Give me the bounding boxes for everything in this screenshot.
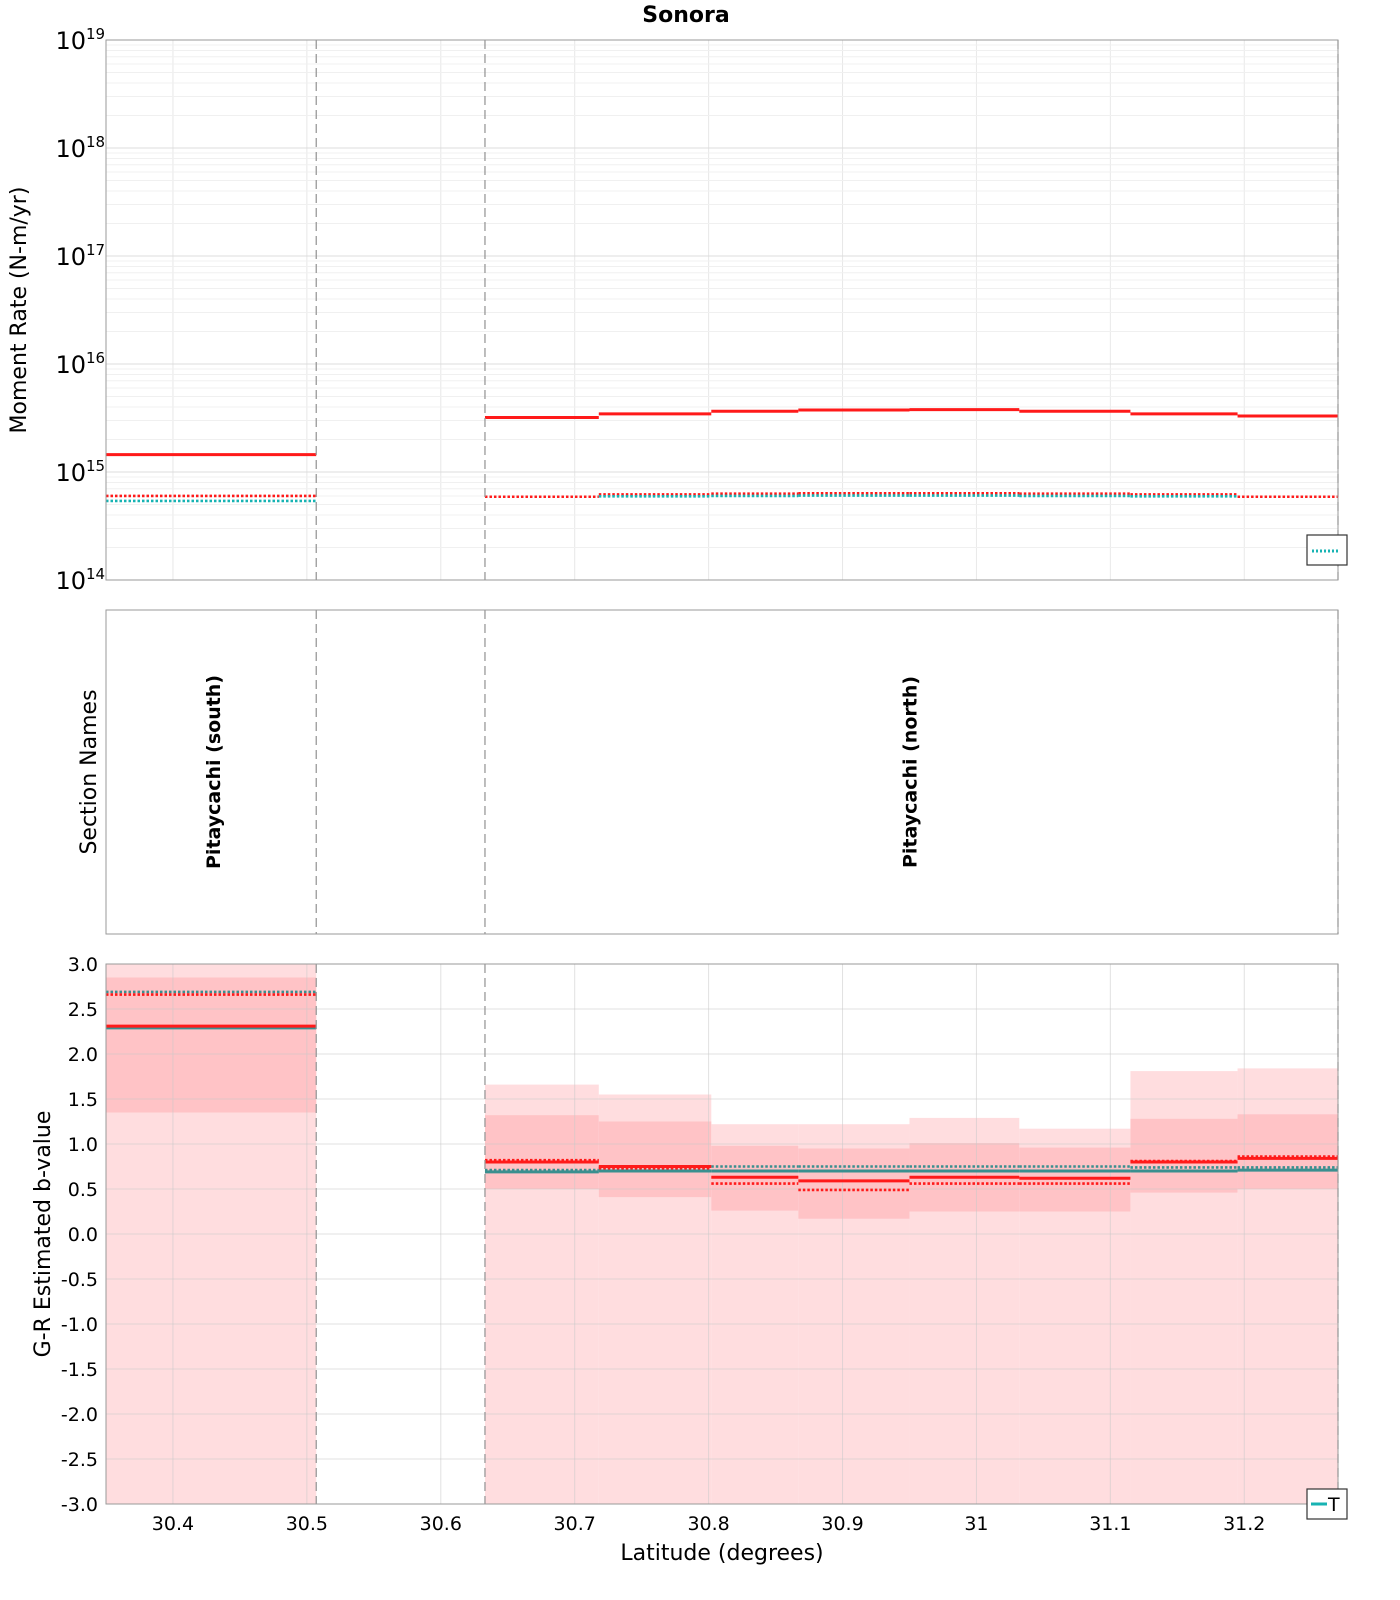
y-tick-label: 10 [55, 27, 86, 55]
x-axis-label: Latitude (degrees) [620, 1541, 823, 1566]
x-tick-label: 30.6 [420, 1513, 462, 1535]
y-tick-label: -2.0 [61, 1404, 98, 1426]
section-names-y-label: Section Names [77, 689, 102, 854]
y-tick-label: 10 [55, 351, 86, 379]
y-tick-label: -3.0 [61, 1494, 98, 1516]
x-tick-label: 31 [964, 1513, 988, 1535]
inner-uncertainty-band [798, 1148, 910, 1219]
section-name: Pitaycachi (north) [899, 676, 921, 868]
x-tick-label: 30.5 [286, 1513, 328, 1535]
y-tick-label: 0.0 [68, 1224, 98, 1246]
x-tick-label: 30.7 [554, 1513, 596, 1535]
y-tick-exponent: 18 [86, 133, 105, 151]
y-tick-label: 3.0 [68, 954, 98, 976]
chart-title: Sonora [642, 3, 729, 28]
x-tick-label: 30.4 [152, 1513, 194, 1535]
y-tick-label: -1.0 [61, 1314, 98, 1336]
section-dividers-middle [315, 610, 1339, 934]
b-value-y-label: G-R Estimated b-value [31, 1111, 56, 1358]
y-tick-label: 1.0 [68, 1134, 98, 1156]
y-tick-label: -0.5 [61, 1269, 98, 1291]
y-tick-label: 10 [55, 567, 86, 595]
inner-uncertainty-band [1237, 1114, 1338, 1189]
x-tick-label: 30.9 [821, 1513, 863, 1535]
inner-uncertainty-band [1130, 1118, 1238, 1193]
y-tick-label: -1.5 [61, 1359, 98, 1381]
inner-uncertainty-band [484, 1115, 599, 1189]
y-tick-exponent: 16 [86, 349, 105, 367]
y-tick-label: 2.0 [68, 1044, 98, 1066]
section-name: Pitaycachi (south) [203, 675, 225, 869]
y-tick-label: -2.5 [61, 1449, 98, 1471]
section-names-frame [105, 609, 1339, 935]
y-tick-label: 10 [55, 459, 86, 487]
y-tick-label: 1.5 [68, 1089, 98, 1111]
x-tick-label: 30.8 [687, 1513, 729, 1535]
legend-fragment-text: T [1327, 1494, 1340, 1516]
y-tick-exponent: 19 [86, 25, 105, 43]
x-axis-ticks: 30.4 30.5 30.6 30.7 30.8 30.9 31 31.1 31.2 [152, 1513, 1266, 1535]
y-tick-exponent: 15 [86, 457, 105, 475]
y-tick-label: 10 [55, 243, 86, 271]
section-name-labels: Pitaycachi (south) Pitaycachi (north) [203, 675, 921, 869]
y-tick-label: 2.5 [68, 999, 98, 1021]
moment-rate-frame [105, 39, 1339, 581]
x-tick-label: 31.2 [1223, 1513, 1265, 1535]
section-names-panel: Section Names Pitaycachi (south) Pitaycac… [77, 609, 1339, 935]
x-tick-label: 31.1 [1089, 1513, 1131, 1535]
b-value-y-ticks: -3.0 -2.5 -2.0 -1.5 -1.0 -0.5 0.0 0.5 1.0 1.5 2.0 2… [61, 954, 98, 1516]
moment-rate-y-label: Moment Rate (N-m/yr) [7, 187, 32, 434]
b-value-series [106, 990, 1338, 1192]
moment-rate-grid [106, 40, 1338, 581]
inner-uncertainty-band [106, 977, 317, 1113]
y-tick-label: 10 [55, 135, 86, 163]
section-dividers-top [315, 40, 1339, 580]
y-tick-exponent: 14 [86, 565, 105, 583]
y-tick-label: 0.5 [68, 1179, 98, 1201]
moment-rate-series [106, 408, 1338, 503]
b-value-frame [105, 963, 1339, 1505]
b-value-grid [106, 963, 1338, 1505]
b-value-panel: -3.0 -2.5 -2.0 -1.5 -1.0 -0.5 0.0 0.5 1.0 1.5 2.0 2… [31, 954, 1348, 1566]
inner-uncertainty-band [598, 1121, 712, 1198]
y-tick-exponent: 17 [86, 241, 105, 259]
